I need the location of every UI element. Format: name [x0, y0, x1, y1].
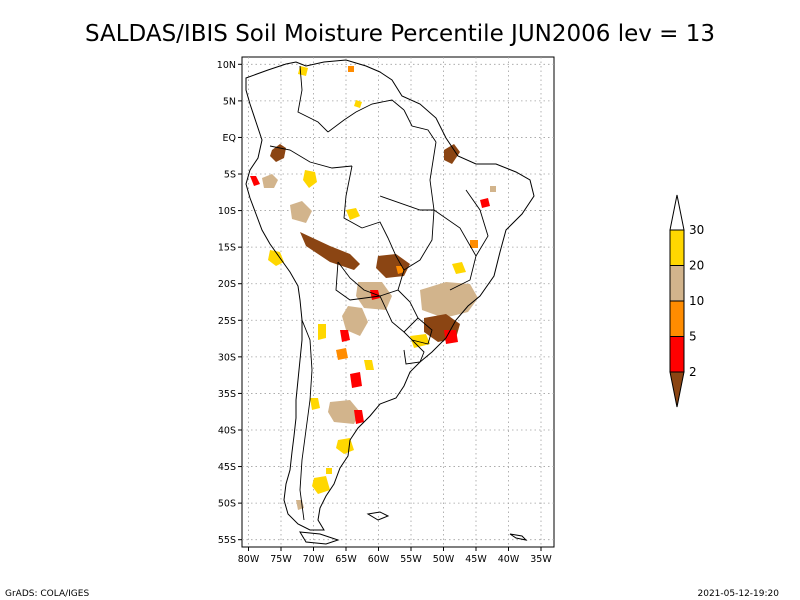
tick-label-lon: 80W	[238, 554, 260, 565]
tick-label-lon: 40W	[498, 554, 520, 565]
patch	[326, 468, 332, 474]
border-uruguay	[403, 339, 425, 365]
map-title: SALDAS/IBIS Soil Moisture Percentile JUN…	[85, 21, 715, 47]
patch	[364, 360, 374, 370]
country-borders	[269, 65, 489, 521]
colorbar-bin-2-5	[669, 336, 685, 373]
patch	[290, 201, 312, 223]
patch	[250, 176, 260, 186]
footer-timestamp: 2021-05-12-19:20	[698, 589, 780, 599]
tick-label-lon: 65W	[335, 554, 357, 565]
border-guianas	[403, 109, 437, 143]
tick-label-lon: 50W	[433, 554, 455, 565]
tick-label-lon: 75W	[270, 554, 292, 565]
border-argentina-brazil	[403, 317, 433, 345]
south-america-outline	[245, 59, 535, 531]
border-chile-argentina	[299, 319, 313, 521]
colorbar-bin-10-20	[669, 265, 685, 302]
falklands	[366, 511, 390, 521]
patch	[354, 410, 364, 424]
tick-label-lon: 35W	[530, 554, 552, 565]
patch	[336, 348, 348, 360]
tick-label-lat: 5S	[224, 170, 236, 181]
colorbar-bin-5-10	[669, 300, 685, 337]
tick-label-lat: 5N	[223, 96, 236, 107]
tick-label-lat: 35S	[218, 389, 236, 400]
tierra-del-fuego	[299, 531, 340, 545]
colorbar-label: 5	[689, 330, 697, 344]
patch	[262, 174, 278, 188]
tick-label-lat: 30S	[218, 352, 236, 363]
border-brazil-central	[403, 141, 437, 271]
tick-label-lon: 55W	[400, 554, 422, 565]
patch	[310, 398, 320, 410]
map-frame	[241, 56, 555, 548]
tick-label-lat: 15S	[218, 243, 236, 254]
map-panel	[241, 56, 555, 548]
patch	[340, 330, 350, 342]
tick-label-lat: 50S	[218, 499, 236, 510]
patch	[452, 262, 466, 274]
patch	[268, 250, 284, 266]
tick-label-lat: 55S	[218, 535, 236, 546]
patch	[348, 66, 354, 72]
patch	[410, 334, 430, 348]
patch	[470, 240, 478, 248]
tick-label-lon: 70W	[303, 554, 325, 565]
tick-label-lat: 45S	[218, 462, 236, 473]
patch	[370, 290, 380, 300]
south-georgia	[509, 533, 528, 541]
tick-label-lat: 20S	[218, 279, 236, 290]
border-venezuela-colombia	[297, 65, 329, 133]
border-bolivia	[337, 221, 405, 297]
colorbar-bin-below-2	[669, 371, 685, 408]
border-peru-brazil	[343, 165, 363, 229]
patch	[354, 100, 362, 108]
border-argentina-bolivia	[335, 261, 381, 301]
colorbar-legend: 30 20 10 5 2	[669, 194, 704, 408]
gridlines	[242, 57, 554, 547]
patch	[346, 208, 360, 220]
tick-label-lat: EQ	[223, 133, 236, 144]
patch	[303, 170, 317, 188]
tick-label-lat: 10N	[217, 60, 236, 71]
colorbar-label: 30	[689, 223, 704, 237]
patch	[312, 476, 330, 494]
patch	[350, 372, 362, 388]
patch	[420, 282, 478, 318]
colorbar-label: 20	[689, 259, 704, 273]
colorbar-bin-above-30	[669, 194, 685, 231]
patch	[444, 144, 460, 164]
border-paraguay	[379, 289, 419, 333]
colorbar-label: 10	[689, 294, 704, 308]
border-brazil-interior	[379, 195, 434, 211]
border-internal-brazil-2	[433, 209, 477, 291]
soil-moisture-patches	[250, 66, 496, 510]
tick-label-lat: 10S	[218, 206, 236, 217]
patch	[396, 266, 404, 274]
tick-label-lon: 60W	[368, 554, 390, 565]
tick-label-lat: 40S	[218, 425, 236, 436]
colorbar-bin-20-30	[669, 229, 685, 266]
patch	[342, 306, 368, 336]
axes: 10N 5N EQ 5S 10S 15S 20S 25S 30S 35S 40S 45S 50S 55S8…	[217, 60, 553, 565]
border-venezuela-brazil	[327, 99, 405, 133]
border-internal-brazil-1	[465, 189, 489, 257]
patch	[318, 324, 326, 340]
patch	[300, 232, 360, 270]
footer-credit: GrADS: COLA/IGES	[5, 589, 89, 599]
coastlines	[245, 59, 535, 545]
patch	[328, 400, 360, 424]
patch	[480, 198, 490, 208]
patch	[490, 186, 496, 192]
tick-label-lon: 45W	[465, 554, 487, 565]
colorbar-label: 2	[689, 365, 697, 379]
patch	[444, 330, 458, 344]
tick-label-lat: 25S	[218, 316, 236, 327]
border-colombia-peru	[269, 145, 353, 169]
